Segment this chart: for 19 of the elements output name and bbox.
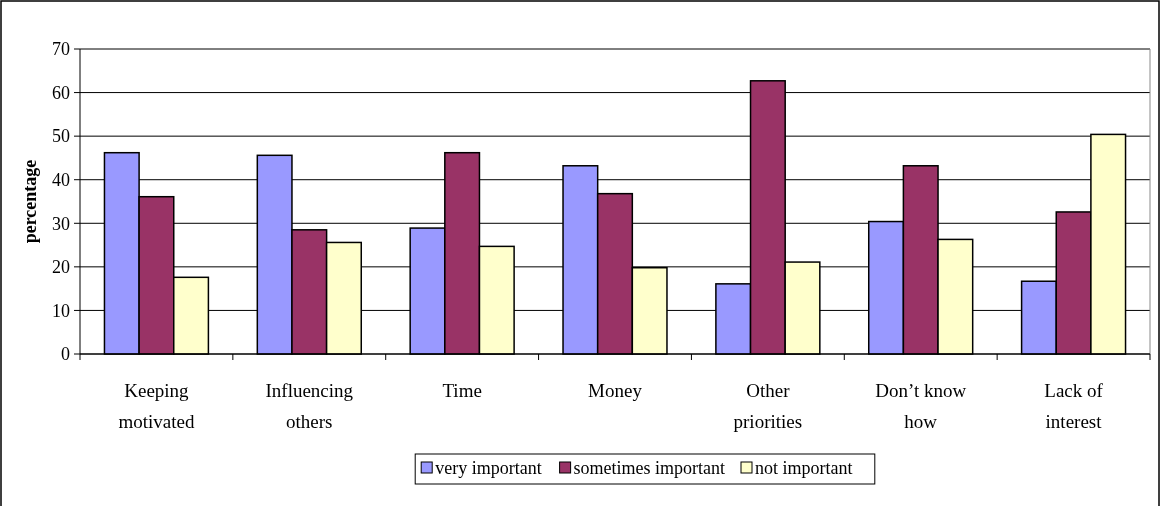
y-tick-label: 30 (52, 213, 70, 234)
x-tick-label: Time (442, 380, 482, 401)
y-tick-label: 50 (52, 126, 70, 147)
legend-label: very important (435, 458, 542, 479)
x-tick-label: Money (588, 380, 643, 401)
x-tick-label: Other priorities (733, 380, 803, 432)
x-tick-label: Keeping motivated (118, 380, 195, 432)
y-tick-label: 70 (52, 39, 70, 60)
x-tick-label: Don’t know how (875, 380, 967, 432)
y-axis-title: percentage (20, 159, 40, 244)
y-tick-label: 60 (52, 82, 70, 103)
x-tick-label: Lack of interest (1044, 380, 1104, 432)
x-tick-label: Influencing others (265, 380, 354, 432)
y-tick-label: 40 (52, 170, 70, 191)
y-tick-label: 10 (52, 300, 70, 321)
legend-label: not important (755, 458, 853, 479)
legend-label: sometimes important (573, 458, 726, 479)
y-tick-label: 0 (61, 344, 70, 365)
y-tick-label: 20 (52, 257, 70, 278)
